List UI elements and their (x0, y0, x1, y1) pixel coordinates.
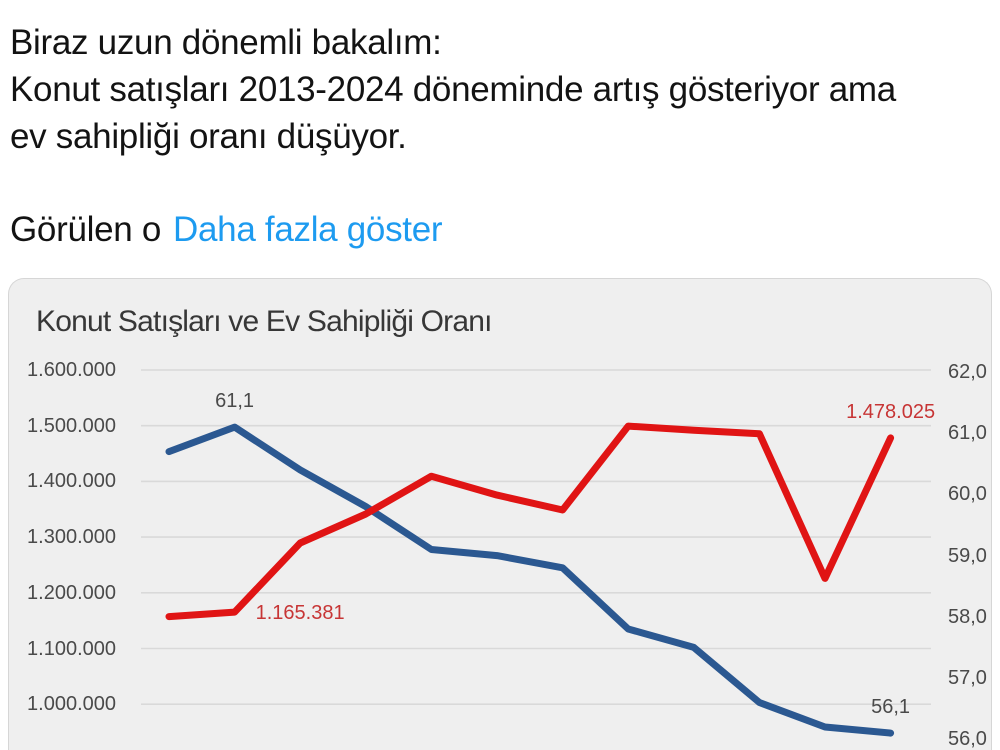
ownership-rate-series-line (165, 423, 895, 737)
data-label-1-478-025: 1.478.025 (846, 400, 936, 423)
left-axis-tick: 900.000 (9, 748, 116, 750)
tweet-line-3: ev sahipliği oranı düşüyor. (10, 117, 407, 156)
left-axis-tick: 1.200.000 (27, 581, 116, 604)
left-axis-tick: 1.400.000 (27, 470, 116, 493)
tweet-body-text: Biraz uzun dönemli bakalım: Konut satışl… (10, 19, 896, 160)
data-label-1-165-381: 1.165.381 (255, 602, 345, 625)
right-axis-tick: 60,0 (948, 483, 987, 506)
chart-title: Konut Satışları ve Ev Sahipliği Oranı (36, 305, 492, 338)
right-axis-tick: 61,0 (948, 422, 987, 445)
tweet-line-2: Konut satışları 2013-2024 döneminde artı… (10, 70, 896, 109)
left-axis-tick: 1.100.000 (27, 637, 116, 660)
tweet-line-1: Biraz uzun dönemli bakalım: (10, 23, 442, 62)
tweet-truncated-row: Görülen o Daha fazla göster (10, 206, 443, 253)
right-axis-tick: 57,0 (948, 667, 987, 689)
right-axis-tick: 59,0 (948, 544, 987, 567)
right-axis-tick: 56,0 (948, 728, 987, 750)
left-axis-tick: 1.500.000 (27, 414, 116, 437)
data-label-56-1: 56,1 (871, 696, 911, 719)
left-axis-tick: 1.000.000 (27, 693, 116, 716)
chart-card[interactable]: Konut Satışları ve Ev Sahipliği Oranı 1.… (8, 278, 992, 750)
dual-axis-line-chart (141, 369, 931, 737)
sales-series-line (165, 422, 895, 621)
tweet-truncated-text: Görülen o (10, 210, 162, 249)
data-label-61-1: 61,1 (215, 390, 255, 413)
show-more-link[interactable]: Daha fazla göster (173, 210, 443, 249)
left-axis-tick: 1.600.000 (27, 359, 116, 381)
left-axis-tick: 1.300.000 (27, 526, 116, 549)
right-axis-tick: 58,0 (948, 605, 987, 628)
right-axis-tick: 62,0 (948, 361, 987, 383)
